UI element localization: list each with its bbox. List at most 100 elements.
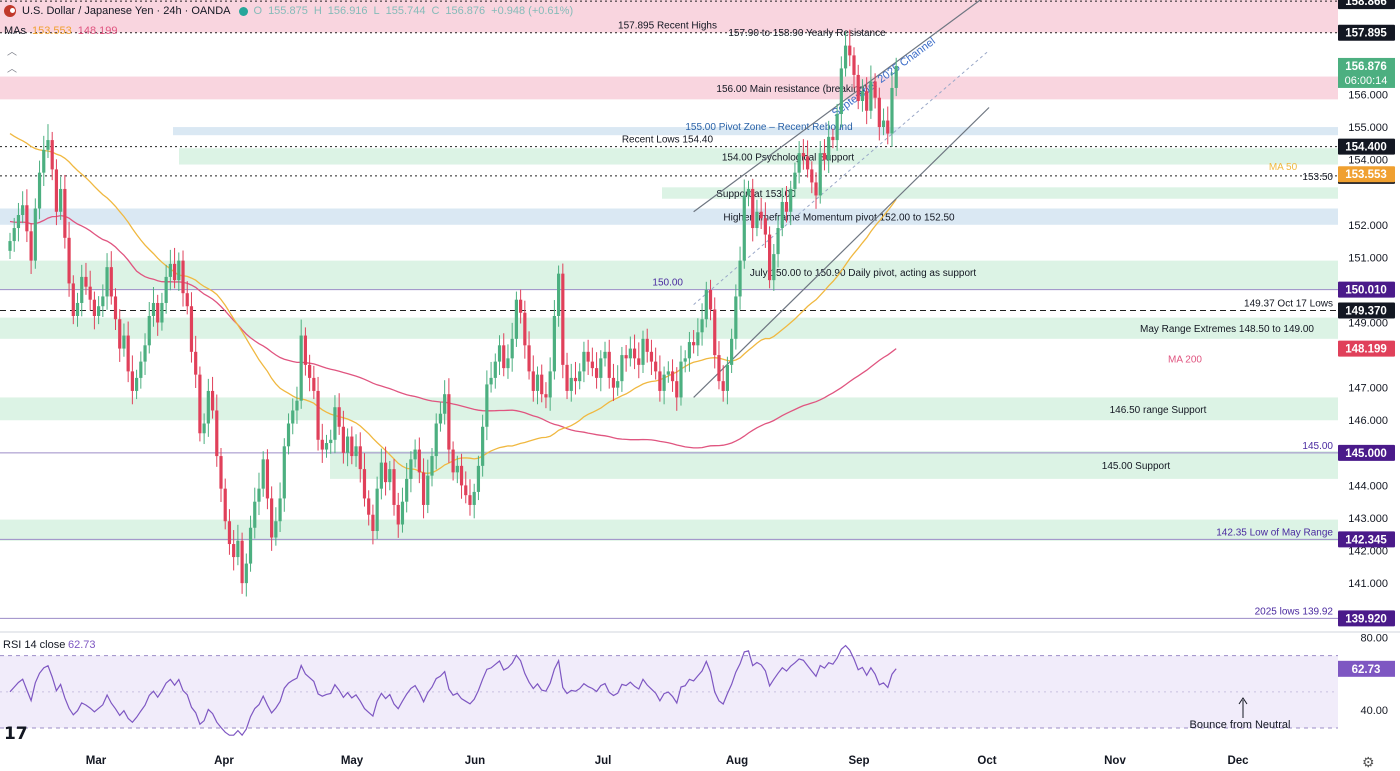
collapse-legend-icon[interactable]: ︿ [4,46,20,60]
symbol-legend[interactable]: U.S. Dollar / Japanese Yen · 24h · OANDA… [4,5,579,17]
price-tick-4: 151.000 [1348,252,1388,264]
candle-body [211,391,214,411]
candle-body [405,479,408,502]
ma50-line [10,134,896,474]
zone-label-6: July 150.00 to 150.90 Daily pivot, actin… [750,268,976,279]
candle-body [481,427,484,466]
candle-body [160,303,163,323]
candle-body [886,121,889,134]
candle-body [726,365,729,391]
candle-body [363,469,366,498]
candle-body [329,440,332,443]
level-label-6: 145.00 [1302,441,1333,452]
countdown-label: 06:00:14 [1345,75,1388,87]
level-label-4: 150.00 [652,278,683,289]
level-tag-0: 158.866 [1345,0,1387,8]
candle-body [599,358,602,378]
candle-body [169,264,172,277]
candle-body [135,378,138,391]
candle-body [536,375,539,391]
candle-body [367,498,370,514]
candle-body [173,264,176,280]
candle-body [156,303,159,323]
candle-body [143,345,146,361]
rsi-tick-0: 80.00 [1360,633,1388,645]
rsi-legend-value: 62.73 [68,639,96,651]
tradingview-logo-icon[interactable]: 17 [4,724,28,744]
candle-body [527,345,530,371]
price-tick-2: 154.000 [1348,155,1388,167]
candle-body [93,300,96,316]
candle-body [755,212,758,228]
candle-body [616,381,619,388]
candle-body [232,544,235,557]
candle-body [439,414,442,424]
candle-body [460,466,463,486]
candle-body [776,228,779,254]
candle-body [473,492,476,505]
usd-jpy-flag-icon [4,5,16,17]
candle-body [553,316,556,371]
high-value: 156.916 [328,5,368,17]
candle-body [806,156,809,169]
candle-body [882,121,885,128]
candle-body [25,205,28,231]
candle-body [734,296,737,338]
candle-body [827,137,830,160]
zone-10 [0,520,1338,541]
price-tick-5: 149.000 [1348,318,1388,330]
candle-body [878,98,881,127]
rsi-tick-1: 40.00 [1360,705,1388,717]
collapse-indicators-icon[interactable]: ︿ [4,63,20,77]
candle-body [789,189,792,212]
candle-body [506,358,509,368]
candle-body [219,456,222,489]
candle-body [89,287,92,300]
candle-body [519,300,522,313]
candle-body [865,91,868,111]
candle-body [338,407,341,427]
zone-label-8: 146.50 range Support [1110,405,1207,416]
price-tick-8: 144.000 [1348,480,1388,492]
candle-body [654,362,657,372]
candle-body [63,189,66,238]
rsi-annotation: Bounce from Neutral [1190,719,1291,731]
candle-body [359,446,362,469]
candle-body [376,489,379,531]
candle-body [447,394,450,449]
candle-body [671,371,674,381]
zone-label-1: 156.00 Main resistance (breaking) [716,84,867,95]
candle-body [236,541,239,557]
candle-body [452,450,455,473]
gear-icon[interactable]: ⚙ [1362,754,1375,771]
candle-body [270,498,273,537]
candle-body [574,378,577,381]
zone-1 [0,77,1338,100]
candle-body [131,371,134,391]
candle-body [122,336,125,349]
level-label-7: 142.35 Low of May Range [1216,527,1333,538]
x-tick-7: Oct [977,755,996,767]
candle-body [565,365,568,391]
candle-body [485,384,488,426]
x-tick-0: Mar [86,755,107,767]
x-tick-4: Jul [595,755,612,767]
candle-body [637,358,640,365]
candle-body [13,228,16,241]
candle-body [384,463,387,483]
candle-body [861,91,864,101]
market-open-icon [239,7,248,16]
candle-body [333,407,336,440]
current-price-tag: 156.876 [1345,61,1387,73]
ma200-label: MA 200 [1168,355,1202,366]
candle-body [274,521,277,537]
candle-body [266,459,269,498]
x-tick-2: May [341,755,364,767]
candle-body [8,241,11,251]
candle-body [785,202,788,212]
ma200-legend-value: 148.199 [78,25,118,37]
x-tick-1: Apr [214,755,234,767]
candle-body [84,277,87,287]
